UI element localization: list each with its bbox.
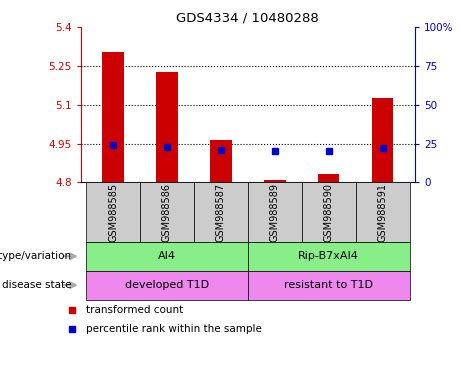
Bar [156,72,177,182]
FancyBboxPatch shape [86,182,140,242]
Text: GSM988591: GSM988591 [378,183,388,242]
Text: GSM988587: GSM988587 [216,183,226,242]
FancyBboxPatch shape [301,182,355,242]
Text: GSM988590: GSM988590 [324,183,334,242]
FancyBboxPatch shape [355,182,409,242]
Bar [248,271,409,300]
Bar [102,51,124,182]
Text: GSM988585: GSM988585 [108,183,118,242]
Bar [86,271,248,300]
Bar [86,242,248,271]
Text: GSM988586: GSM988586 [162,183,172,242]
Text: GSM988589: GSM988589 [270,183,280,242]
Text: developed T1D: developed T1D [125,280,209,290]
Text: resistant to T1D: resistant to T1D [284,280,373,290]
Text: genotype/variation: genotype/variation [0,251,71,262]
FancyBboxPatch shape [194,182,248,242]
Bar [318,174,339,182]
Text: AI4: AI4 [158,251,176,262]
Bar [264,180,285,182]
Bar [210,140,231,182]
Text: disease state: disease state [2,280,71,290]
Title: GDS4334 / 10480288: GDS4334 / 10480288 [177,11,319,24]
FancyBboxPatch shape [248,182,301,242]
Bar [248,242,409,271]
Text: percentile rank within the sample: percentile rank within the sample [86,324,262,334]
Text: Rip-B7xAI4: Rip-B7xAI4 [298,251,359,262]
Bar [372,98,393,182]
Text: transformed count: transformed count [86,305,183,315]
FancyBboxPatch shape [140,182,194,242]
